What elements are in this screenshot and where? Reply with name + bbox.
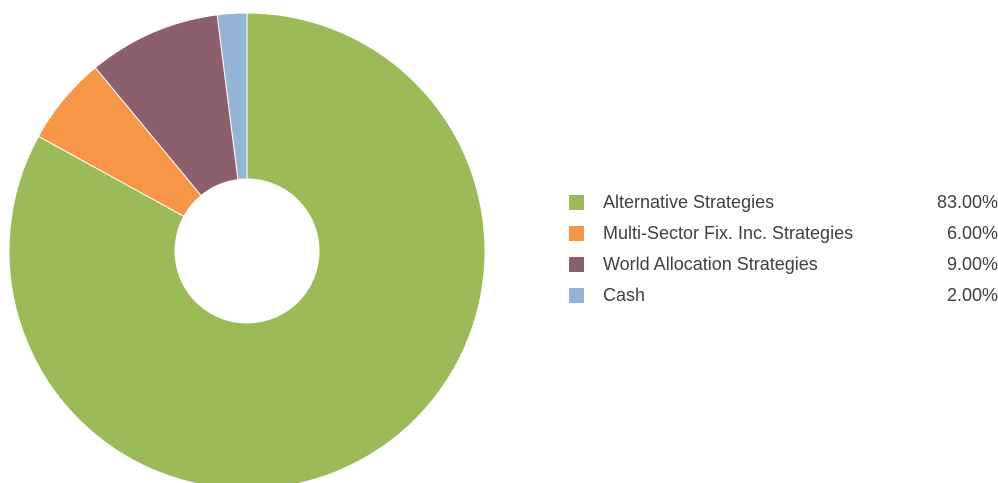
legend-label: Cash <box>603 285 646 305</box>
legend-value: 83.00% <box>936 192 998 212</box>
legend-item-multi-sector-fix-inc-strategies: Multi-Sector Fix. Inc. Strategies 6.00% <box>569 221 998 252</box>
legend-value: 2.00% <box>946 285 998 305</box>
legend-label: World Allocation Strategies <box>603 254 818 274</box>
slice-world-allocation-strategies <box>94 14 239 197</box>
legend-item-world-allocation-strategies: World Allocation Strategies 9.00% <box>569 252 998 283</box>
legend-swatch <box>569 195 584 210</box>
slice-cash <box>216 12 248 181</box>
legend-value: 9.00% <box>946 254 998 274</box>
legend-value: 6.00% <box>946 223 998 243</box>
slice-alternative-strategies <box>8 12 486 483</box>
legend-item-cash: Cash 2.00% <box>569 283 998 314</box>
legend-item-alternative-strategies: Alternative Strategies 83.00% <box>569 190 998 221</box>
legend-swatch <box>569 257 584 272</box>
legend-swatch <box>569 288 584 303</box>
legend-swatch <box>569 226 584 241</box>
legend: Alternative Strategies 83.00% Multi-Sect… <box>569 190 998 314</box>
legend-label: Alternative Strategies <box>603 192 775 212</box>
legend-label: Multi-Sector Fix. Inc. Strategies <box>603 223 854 243</box>
